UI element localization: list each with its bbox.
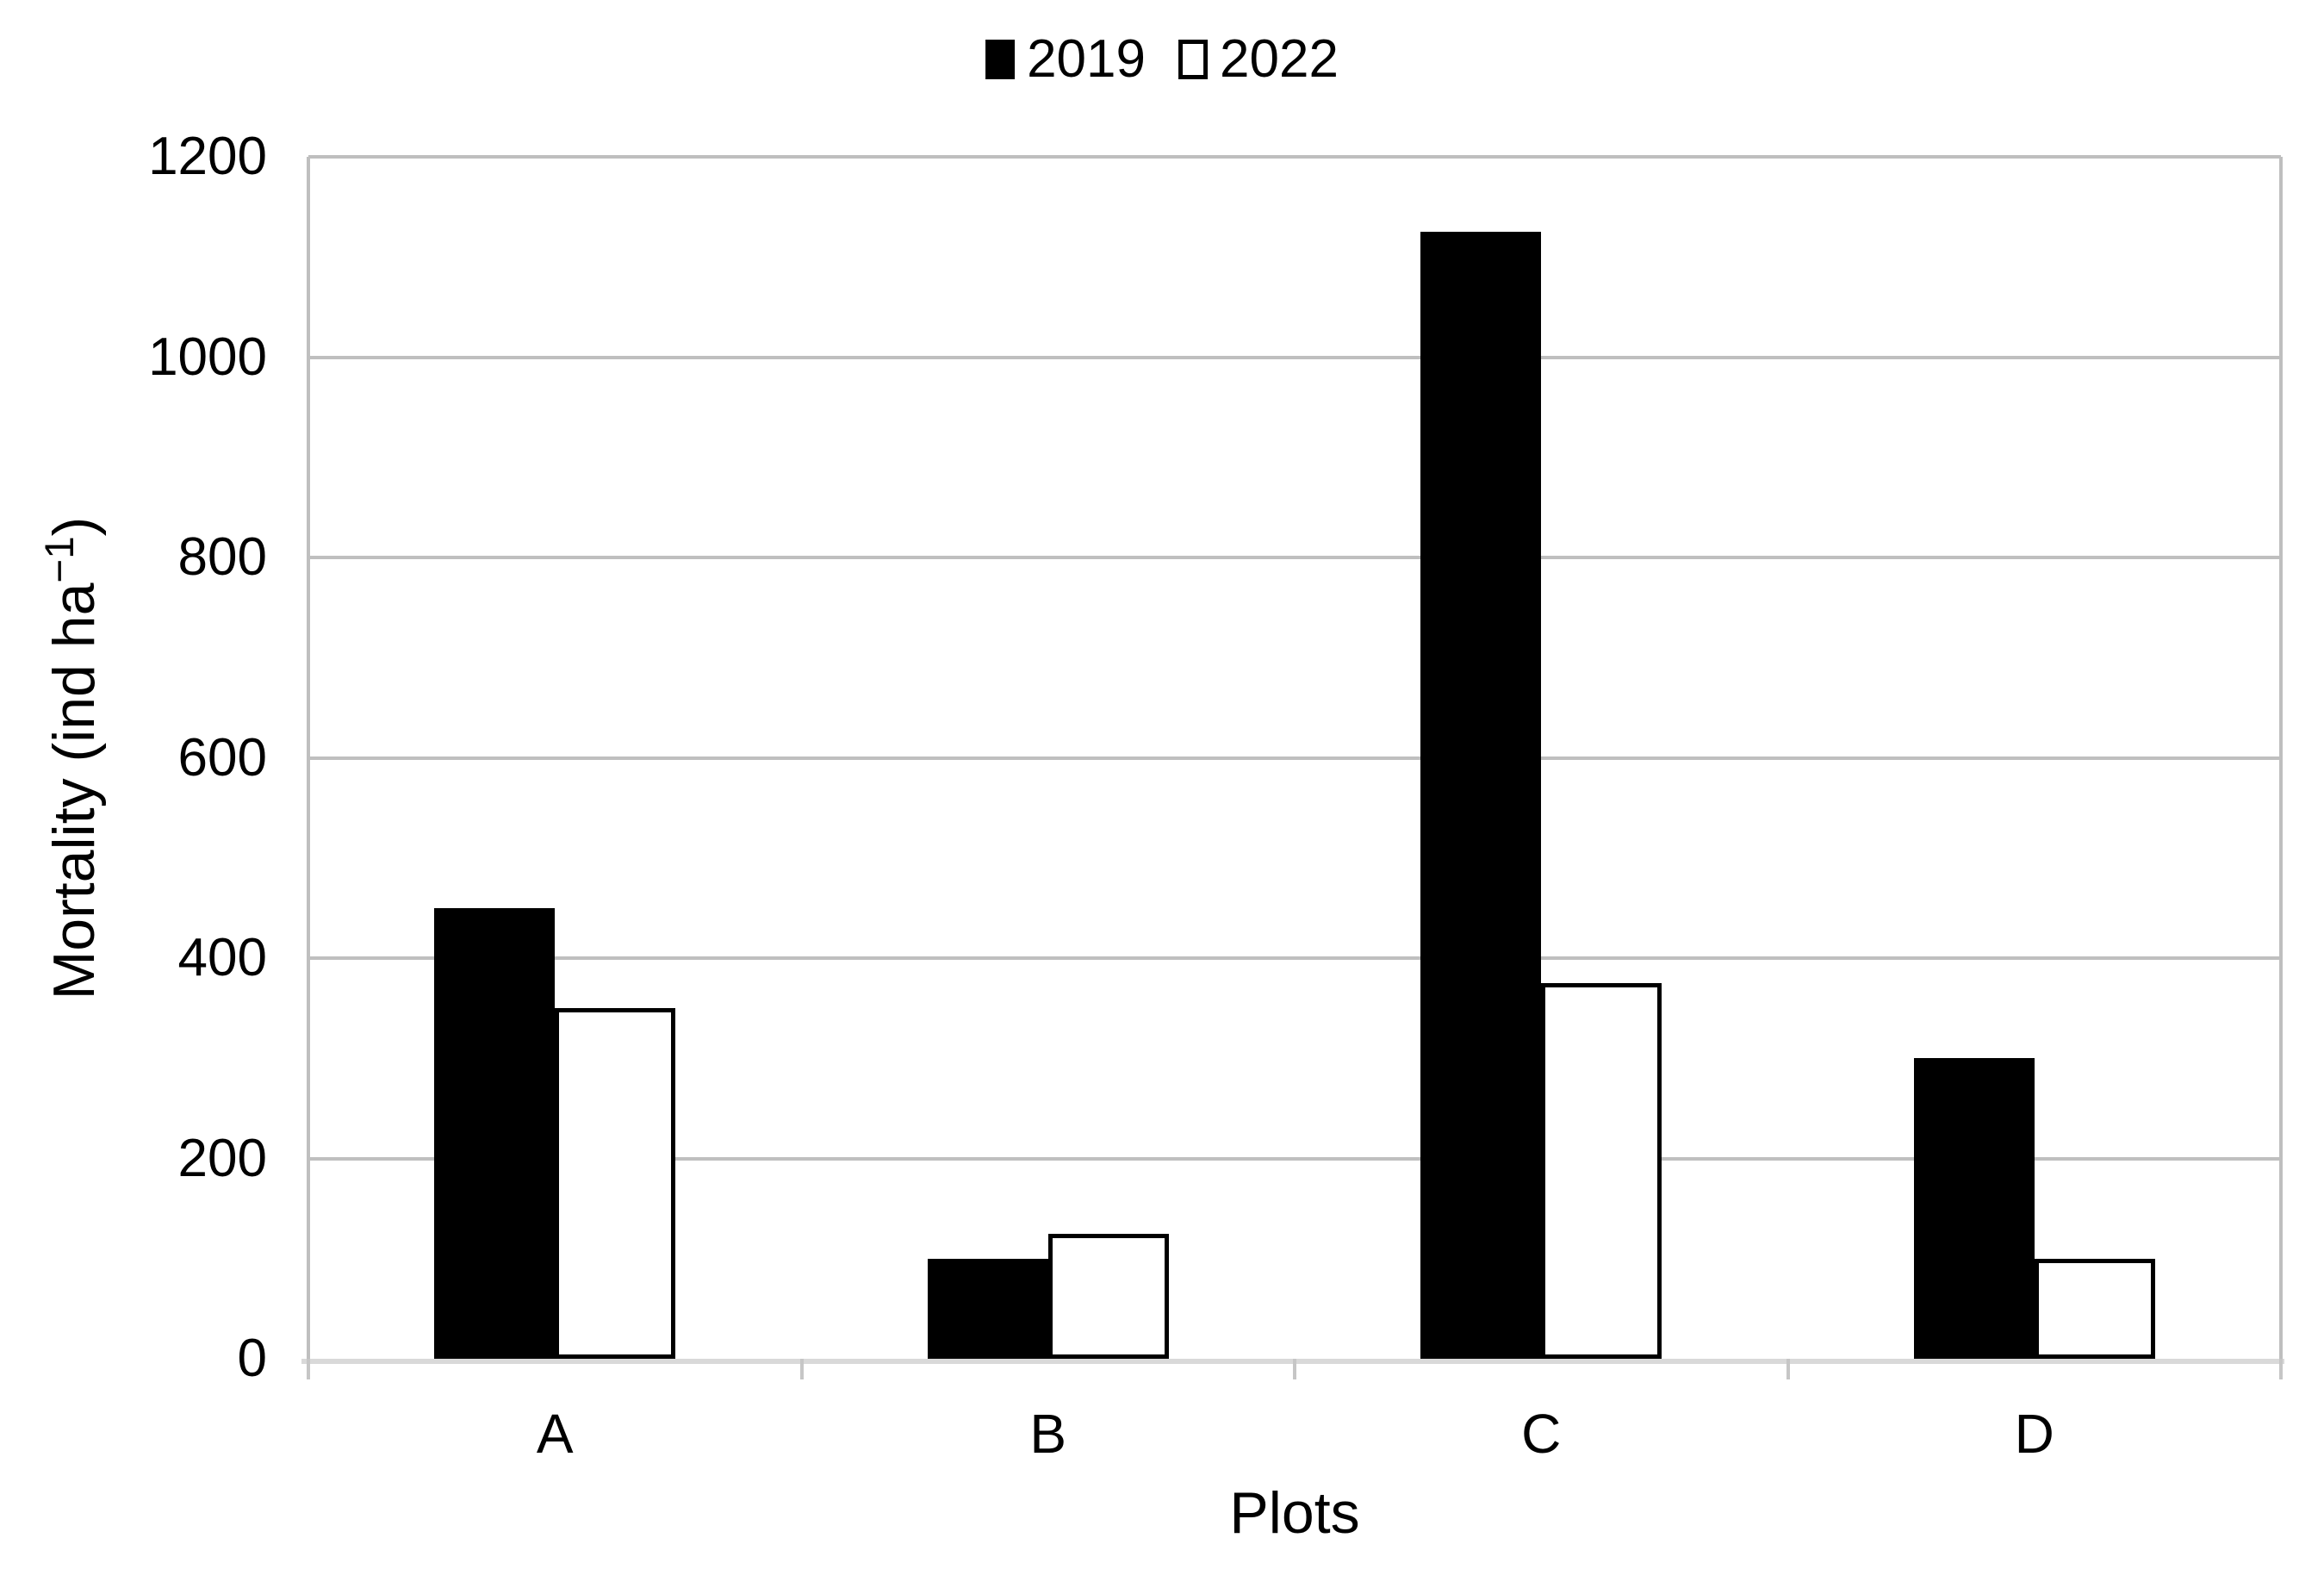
bar-2019-A: [434, 907, 556, 1359]
gridline-1000: [308, 355, 2281, 359]
legend-label-2019: 2019: [1027, 29, 1146, 89]
category-label-D: D: [2014, 1403, 2054, 1465]
bar-2022-A: [555, 1008, 676, 1359]
x-axis-tick-2: [1293, 1359, 1296, 1379]
category-label-B: B: [1029, 1403, 1067, 1465]
y-tick-label-0: 0: [237, 1329, 267, 1388]
x-axis-tick-1: [799, 1359, 804, 1379]
legend-swatch-2019-icon: [985, 40, 1016, 79]
gridline-200: [308, 1156, 2281, 1161]
category-label-C: C: [1521, 1403, 1562, 1465]
bar-2022-B: [1047, 1233, 1169, 1359]
y-tick-label-1200: 1200: [148, 127, 267, 186]
x-axis-tick-3: [1786, 1359, 1790, 1379]
y-tick-label-1000: 1000: [148, 327, 267, 387]
y-tick-label-400: 400: [177, 928, 267, 987]
x-axis-tick-0: [307, 1359, 310, 1379]
gridline-400: [308, 956, 2281, 960]
bar-2019-C: [1420, 232, 1542, 1359]
bar-2019-D: [1913, 1058, 2035, 1359]
gridline-600: [308, 756, 2281, 760]
plot-frame-right: [2279, 157, 2283, 1359]
chart-legend: 2019 2022: [985, 33, 1339, 86]
bar-2022-C: [1541, 983, 1662, 1359]
legend-item-2019: 2019: [985, 33, 1146, 86]
legend-item-2022: 2022: [1178, 33, 1339, 86]
y-tick-label-600: 600: [177, 727, 267, 788]
legend-label-2022: 2022: [1220, 29, 1339, 89]
gridline-800: [308, 556, 2281, 559]
x-axis-tick-4: [2279, 1359, 2283, 1379]
gridline-1200: [308, 155, 2281, 159]
bar-2022-D: [2034, 1258, 2155, 1359]
x-axis-title: Plots: [1229, 1480, 1360, 1546]
category-label-A: A: [536, 1403, 574, 1465]
y-tick-label-200: 200: [177, 1128, 267, 1188]
bar-2019-B: [927, 1258, 1048, 1359]
legend-swatch-2022-icon: [1178, 40, 1208, 79]
y-tick-label-800: 800: [177, 527, 267, 587]
plot-area: [307, 155, 2283, 1359]
